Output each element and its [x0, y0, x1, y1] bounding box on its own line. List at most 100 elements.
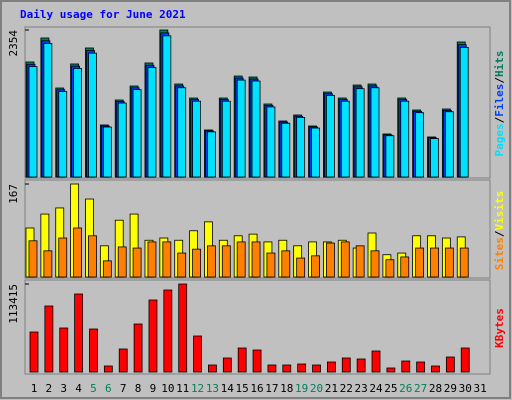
bar — [192, 248, 201, 278]
bar — [133, 323, 143, 373]
bar — [415, 247, 425, 278]
bar — [221, 100, 231, 178]
bar — [386, 367, 396, 373]
x-tick-label: 17 — [265, 382, 278, 395]
x-tick-label: 26 — [399, 382, 412, 395]
y-tick-label: 167 — [7, 184, 20, 204]
bar — [132, 247, 142, 278]
bar — [102, 126, 112, 178]
legend-entry: Sites — [493, 237, 506, 270]
bar — [340, 100, 350, 178]
bar — [29, 331, 39, 373]
bar — [385, 259, 395, 278]
bar — [177, 252, 187, 278]
bar — [221, 245, 231, 278]
bar — [44, 305, 54, 373]
bar — [73, 227, 83, 278]
bar — [281, 250, 291, 278]
bar — [444, 111, 454, 178]
bar — [74, 293, 84, 373]
bar — [28, 66, 38, 178]
bar — [147, 67, 157, 178]
x-tick-label: 21 — [325, 382, 338, 395]
x-tick-label: 9 — [150, 382, 157, 395]
x-tick-label: 24 — [369, 382, 383, 395]
bar — [43, 43, 53, 178]
legend-separator: / — [493, 77, 506, 84]
bar — [89, 328, 98, 373]
legend: KBytes — [493, 308, 506, 348]
x-tick-label: 30 — [459, 382, 472, 395]
bar — [117, 102, 127, 178]
bar — [236, 79, 246, 178]
bar — [296, 117, 306, 178]
legend-entry: KBytes — [493, 308, 506, 348]
bar — [297, 363, 307, 373]
bar — [312, 364, 321, 373]
bar — [102, 260, 112, 278]
bar — [459, 247, 469, 278]
x-tick-label: 1 — [31, 382, 38, 395]
bar — [370, 87, 380, 178]
bar — [282, 364, 292, 373]
bar — [208, 364, 217, 373]
bar — [58, 91, 68, 178]
bar — [177, 87, 187, 178]
x-tick-label: 19 — [295, 382, 308, 395]
x-tick-label: 27 — [414, 382, 427, 395]
bar — [296, 257, 306, 278]
bar — [43, 250, 53, 278]
bar — [460, 347, 470, 373]
bar — [207, 245, 216, 278]
legend-separator: / — [493, 116, 506, 123]
bar — [73, 68, 83, 178]
x-tick-label: 23 — [355, 382, 368, 395]
bar — [162, 35, 172, 178]
x-tick-label: 28 — [429, 382, 442, 395]
bar — [445, 356, 455, 373]
bar — [207, 131, 216, 178]
legend: Pages/Files/Hits — [493, 51, 506, 157]
bar — [326, 361, 336, 373]
bar — [325, 242, 335, 278]
x-tick-label: 14 — [221, 382, 235, 395]
bar — [193, 335, 202, 373]
bar — [400, 100, 410, 178]
bar — [267, 364, 277, 373]
bar — [430, 138, 439, 178]
bar — [132, 89, 142, 178]
x-tick-label: 7 — [120, 382, 127, 395]
bar — [148, 299, 158, 373]
bar — [355, 88, 365, 178]
x-tick-label: 22 — [340, 382, 353, 395]
bar — [370, 250, 380, 278]
bar — [415, 112, 425, 178]
bar — [430, 247, 439, 278]
bar — [281, 122, 291, 178]
bar — [28, 240, 38, 278]
bar — [431, 365, 440, 373]
bar — [356, 358, 366, 373]
x-tick-label: 29 — [444, 382, 457, 395]
x-tick-label: 10 — [161, 382, 174, 395]
bar — [355, 245, 365, 278]
bar — [88, 52, 97, 178]
bar — [178, 283, 188, 373]
x-tick-label: 6 — [105, 382, 112, 395]
bar — [252, 349, 262, 373]
bar — [237, 347, 247, 373]
bar — [416, 361, 426, 373]
bar — [58, 237, 68, 278]
bar — [59, 327, 69, 373]
x-tick-label: 8 — [135, 382, 142, 395]
bar — [103, 365, 113, 373]
legend-entry: Pages — [493, 123, 506, 156]
bar — [371, 350, 381, 373]
bar — [311, 255, 320, 278]
legend-separator: / — [493, 230, 506, 237]
bar — [340, 241, 350, 278]
x-tick-label: 13 — [206, 382, 219, 395]
bar — [162, 241, 172, 278]
bar — [251, 241, 261, 278]
